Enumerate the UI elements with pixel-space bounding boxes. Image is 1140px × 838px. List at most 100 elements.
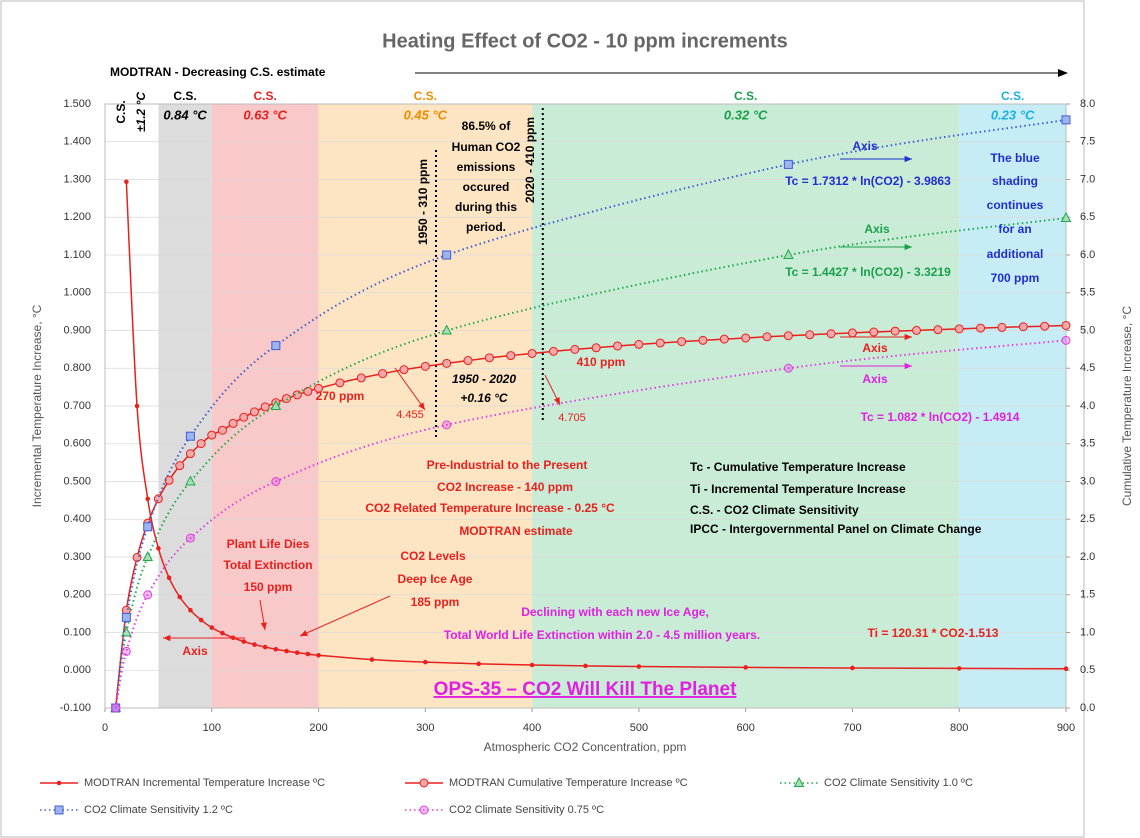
point (207, 430, 217, 440)
y-tick-label: 0.100 (63, 626, 91, 638)
annotation: 185 ppm (411, 595, 460, 609)
y-tick-label: -0.100 (60, 702, 91, 714)
point (166, 575, 172, 581)
point (741, 333, 751, 343)
y2-tick-label: 4.5 (1080, 362, 1095, 374)
y-tick-label: 0.900 (63, 324, 91, 336)
annotation: Plant Life Dies (227, 537, 310, 551)
point (826, 329, 836, 339)
annotation: ±1.2 °C (134, 92, 148, 132)
period-label: 1950 - 310 ppm (416, 159, 430, 245)
annotation: Tc = 1.4427 * ln(CO2) - 3.3219 (785, 265, 951, 279)
point (271, 477, 281, 486)
point (156, 546, 161, 551)
point (762, 332, 772, 342)
arrowhead (418, 402, 425, 410)
band-value: 0.63 °C (243, 107, 287, 122)
point (805, 330, 815, 340)
point (188, 607, 193, 613)
annotation: 270 ppm (316, 389, 365, 403)
subtitle: MODTRAN - Decreasing C.S. estimate (110, 65, 326, 79)
arrowhead (163, 634, 171, 642)
point (420, 361, 430, 371)
x-tick-label: 200 (309, 722, 327, 734)
point (570, 344, 580, 354)
point (335, 378, 345, 388)
annotation: during this (455, 200, 517, 214)
point (185, 449, 195, 459)
band-label: C.S. (734, 89, 757, 103)
point (220, 630, 225, 636)
point (134, 403, 140, 409)
point (442, 250, 452, 260)
annotation: Human CO2 (452, 140, 521, 154)
y-tick-label: 1.200 (63, 211, 91, 223)
x-tick-label: 100 (203, 722, 221, 734)
y-tick-label: 1.100 (63, 249, 91, 261)
point (241, 639, 247, 644)
point (111, 703, 121, 713)
point (442, 420, 452, 430)
annotation: 4.705 (558, 412, 586, 424)
y2-tick-label: 2.0 (1080, 551, 1095, 563)
x-axis-label: Atmospheric CO2 Concentration, ppm (484, 740, 687, 754)
point (613, 341, 623, 351)
y2-tick-label: 0.5 (1080, 664, 1095, 676)
x-tick-label: 800 (950, 722, 968, 734)
annotation-arrow (299, 595, 391, 637)
annotation: Total Extinction (223, 558, 312, 572)
annotation: CO2 Increase - 140 ppm (437, 480, 573, 494)
y2-tick-label: 7.0 (1080, 173, 1095, 185)
y2-tick-label: 7.5 (1080, 136, 1095, 148)
annotation: 150 ppm (244, 580, 293, 594)
y-tick-label: 1.000 (63, 287, 91, 299)
y-tick-label: 0.700 (63, 400, 91, 412)
subtitle-arrowhead (1058, 69, 1068, 77)
point (850, 665, 855, 671)
y2-tick-label: 1.5 (1080, 589, 1095, 601)
point (890, 326, 900, 336)
annotation-arrow (394, 367, 426, 411)
point (369, 657, 375, 662)
y2-axis-label: Cumulative Temperature Increase, °C (1120, 306, 1134, 506)
point (228, 418, 238, 428)
point (529, 662, 535, 668)
point (506, 351, 516, 361)
legend-marker (419, 805, 429, 815)
annotation: CO2 Levels (400, 549, 466, 563)
y-tick-label: 1.300 (63, 173, 91, 185)
series-line (114, 118, 1067, 709)
annotation: for an (998, 222, 1031, 236)
y2-tick-label: 3.0 (1080, 475, 1095, 487)
annotation: 4.455 (396, 409, 424, 421)
arrowhead (904, 362, 912, 370)
x-tick-label: 400 (523, 722, 541, 734)
point (783, 331, 793, 341)
x-tick-label: 500 (630, 722, 648, 734)
point (634, 339, 644, 349)
point (442, 358, 452, 368)
annotation: 410 ppm (577, 355, 626, 369)
x-tick-label: 0 (102, 722, 108, 734)
band-label: C.S. (173, 89, 196, 103)
point (121, 612, 131, 622)
annotation: 700 ppm (991, 271, 1040, 285)
point (198, 617, 204, 623)
point (583, 663, 588, 669)
band-label: C.S. (1001, 89, 1024, 103)
legend-label: MODTRAN Incremental Temperature Increase… (84, 777, 325, 789)
point (1061, 115, 1071, 125)
point (1061, 335, 1071, 345)
y-tick-label: 1.400 (63, 136, 91, 148)
y2-tick-label: 6.5 (1080, 211, 1095, 223)
point (314, 383, 324, 393)
point (260, 402, 270, 412)
point (262, 644, 268, 650)
y2-tick-label: 6.0 (1080, 249, 1095, 261)
point (143, 522, 153, 532)
point (698, 335, 708, 345)
x-tick-label: 600 (736, 722, 754, 734)
point (132, 552, 142, 562)
point (976, 323, 986, 333)
point (476, 661, 482, 667)
